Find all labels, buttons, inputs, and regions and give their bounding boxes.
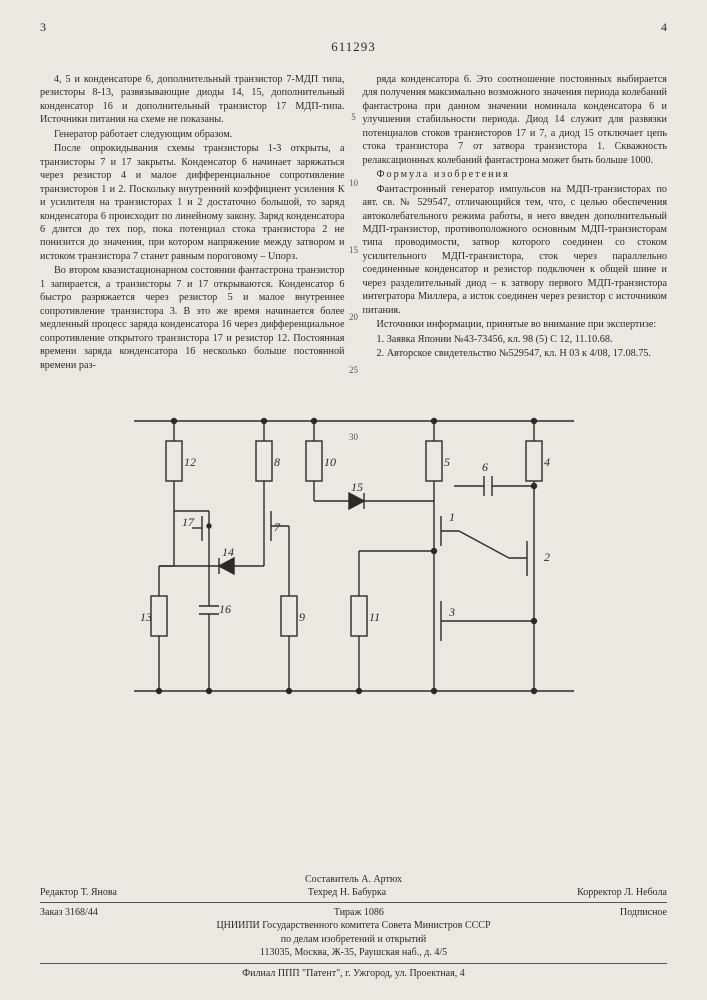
label-t2: 2 [544,550,550,564]
label-r9: 9 [299,610,305,624]
label-r5: 5 [444,455,450,469]
podpisnoe: Подписное [620,906,667,920]
label-c16: 16 [219,602,231,616]
left-column: 4, 5 и конденсаторе 6, дополнительный тр… [40,73,345,373]
label-r12: 12 [184,455,196,469]
line-number: 25 [349,365,358,375]
order-row: Заказ 3168/44 Тираж 1086 Подписное [40,906,667,920]
page: 3 4 611293 4, 5 и конденсаторе 6, дополн… [0,0,707,1000]
label-d15: 15 [351,480,363,494]
org-line1: ЦНИИПИ Государственного комитета Совета … [40,919,667,933]
line-number: 5 [351,112,356,122]
tirazh: Тираж 1086 [334,906,384,920]
line-number: 15 [349,245,358,255]
paragraph: 4, 5 и конденсаторе 6, дополнительный тр… [40,73,345,127]
corrector: Корректор Л. Небола [577,886,667,900]
label-c6: 6 [482,460,488,474]
reference: 1. Заявка Японии №43-73456, кл. 98 (5) С… [363,333,668,346]
document-number: 611293 [40,39,667,55]
label-t1: 1 [449,510,455,524]
line-number: 20 [349,312,358,322]
formula-title: Формула изобретения [363,168,668,181]
paragraph: Во втором квазистационарном состоянии фа… [40,264,345,372]
editor: Редактор Т. Янова [40,886,117,900]
left-page-number: 3 [40,20,46,35]
label-r10: 10 [324,455,336,469]
paragraph: После опрокидывания схемы транзисторы 1-… [40,142,345,263]
refs-title: Источники информации, принятые во вниман… [363,318,668,331]
page-number-row: 3 4 [40,20,667,35]
right-page-number: 4 [661,20,667,35]
label-t7: 7 [274,520,281,534]
reference: 2. Авторское свидетельство №529547, кл. … [363,347,668,360]
paragraph: Генератор работает следующим образом. [40,128,345,141]
editor-row: Редактор Т. Янова Техред Н. Бабурка Корр… [40,886,667,903]
filial-line: Филиал ППП "Патент", г. Ужгород, ул. Про… [40,967,667,981]
footer: Составитель А. Артюх Редактор Т. Янова Т… [40,873,667,981]
addr-line: 113035, Москва, Ж-35, Раушская наб., д. … [40,946,667,960]
order: Заказ 3168/44 [40,906,98,920]
paragraph: ряда конденсатора 6. Это соотношение пос… [363,73,668,167]
label-t17: 17 [182,515,195,529]
paragraph: Фантастронный генератор импульсов на МДП… [363,183,668,318]
techred: Техред Н. Бабурка [308,886,386,900]
line-number: 30 [349,432,358,442]
line-number: 10 [349,178,358,188]
label-r13: 13 [140,610,152,624]
label-r8: 8 [274,455,280,469]
label-d14: 14 [222,545,234,559]
label-t3: 3 [448,605,455,619]
right-column: ряда конденсатора 6. Это соотношение пос… [363,73,668,373]
org-line2: по делам изобретений и открытий [40,933,667,947]
compiler-line: Составитель А. Артюх [40,873,667,887]
label-r11: 11 [369,610,380,624]
label-r4: 4 [544,455,550,469]
